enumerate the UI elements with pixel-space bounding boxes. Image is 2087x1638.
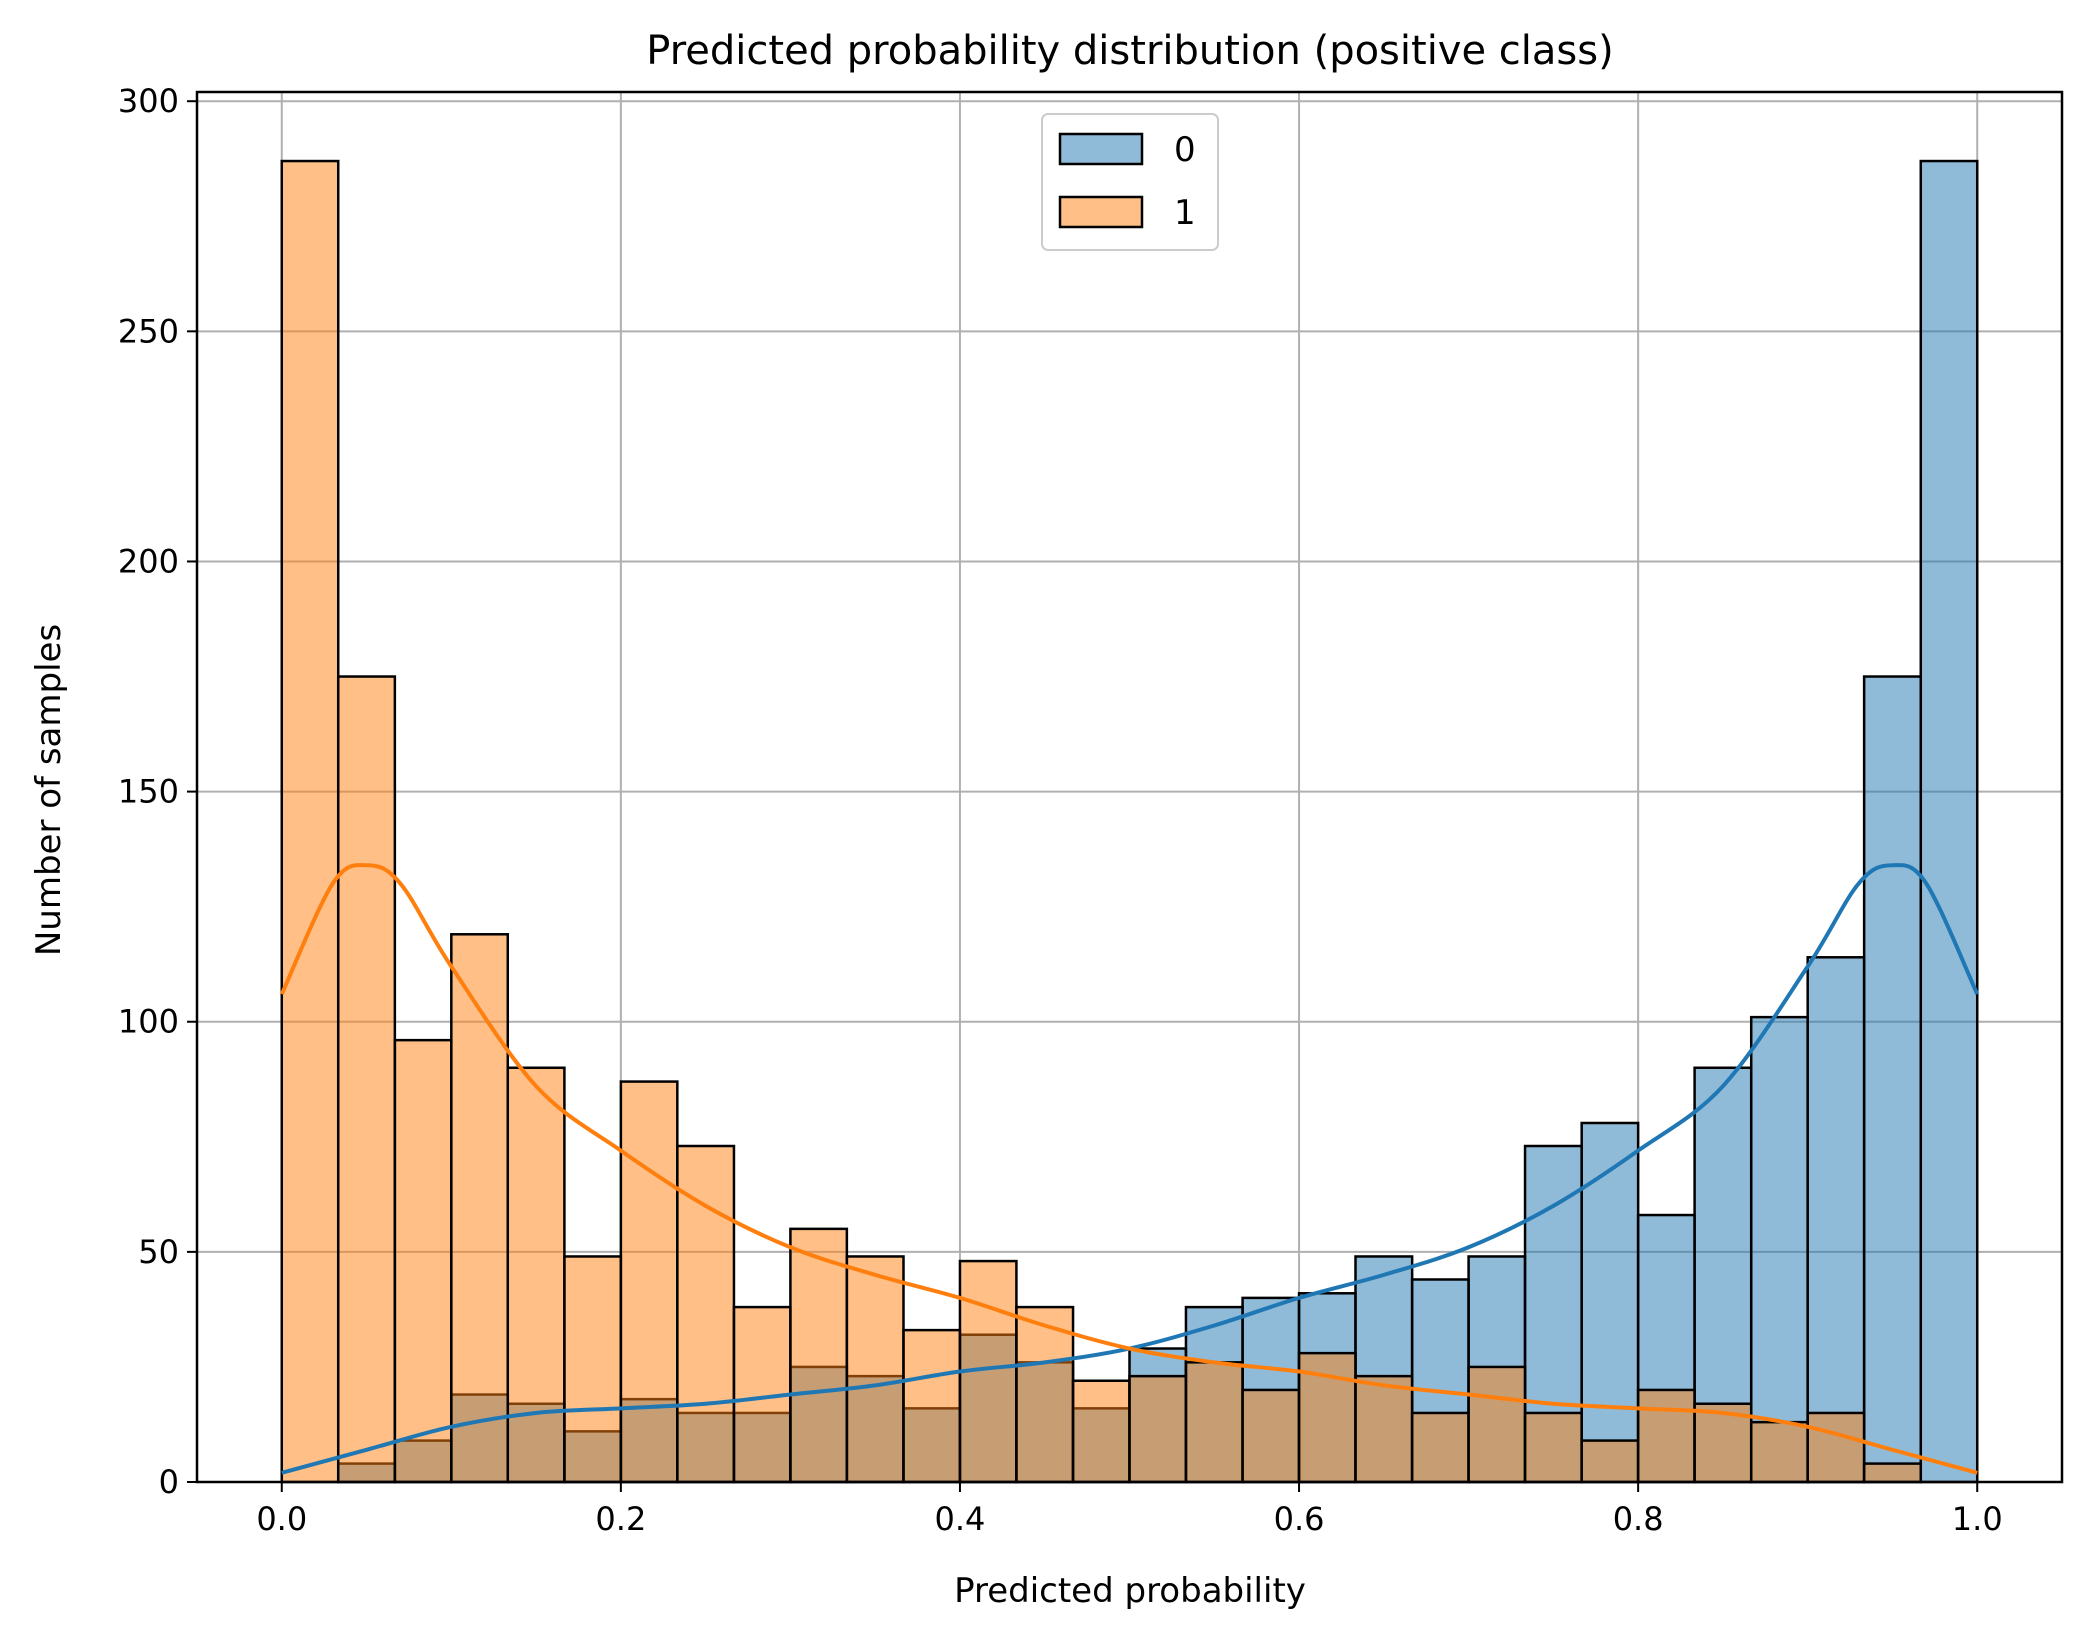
bar-series-1 [1015, 1305, 1075, 1484]
bar-series-1 [1184, 1361, 1244, 1484]
x-tick-label: 0.4 [935, 1500, 986, 1538]
bar-series-0 [1580, 1121, 1640, 1484]
x-tick-label: 0.6 [1274, 1500, 1325, 1538]
y-tick-label: 100 [118, 1003, 179, 1041]
axis-ticks: 0.0 0.2 0.4 0.6 0.8 1.0 0 50 100 150 200 250 300 [118, 82, 2003, 1538]
y-tick-label: 300 [118, 82, 179, 120]
bar-series-1 [336, 675, 397, 1484]
legend-label-0: 0 [1174, 130, 1196, 170]
legend-label-1: 1 [1174, 193, 1196, 233]
bar-series-1 [845, 1255, 905, 1484]
y-tick-label: 200 [118, 542, 179, 580]
legend: 0 1 [1041, 113, 1219, 251]
legend-swatch-1 [1058, 195, 1144, 229]
y-tick-label: 0 [159, 1463, 179, 1501]
bar-series-1 [1410, 1411, 1470, 1484]
x-axis-label: Predicted probability [954, 1571, 1306, 1611]
bar-series-1 [1241, 1388, 1301, 1484]
bar-series-1 [1354, 1374, 1414, 1484]
x-tick-label: 0.2 [595, 1500, 646, 1538]
bar-series-1 [506, 1066, 566, 1484]
bar-series-0 [1749, 1015, 1809, 1484]
bar-series-0 [1806, 956, 1866, 1484]
legend-swatch-0 [1058, 132, 1144, 166]
kde-line-series-0 [281, 863, 1980, 1475]
y-axis-label: Number of samples [29, 624, 69, 956]
bar-series-1 [1749, 1420, 1809, 1484]
kde-line-series-1 [279, 863, 1978, 1475]
plot-frame [195, 90, 2064, 1484]
bar-series-1 [619, 1080, 679, 1484]
bar-series-1 [1467, 1365, 1527, 1484]
bar-series-1 [1806, 1411, 1866, 1484]
y-tick-label: 50 [138, 1233, 179, 1271]
kde-curves [279, 863, 1980, 1475]
bar-series-1 [1580, 1439, 1640, 1484]
chart-title: Predicted probability distribution (posi… [646, 28, 1613, 74]
x-tick-label: 0.8 [1613, 1500, 1664, 1538]
bar-series-1 [1862, 1462, 1923, 1484]
bar-series-0 [1919, 159, 1979, 1484]
bar-series-1 [1523, 1411, 1583, 1484]
bar-series-1 [1071, 1379, 1131, 1484]
bar-series-0 [1862, 675, 1923, 1484]
bar-series-1 [450, 933, 510, 1484]
bar-series-1 [280, 159, 340, 1484]
bar-series-1 [902, 1328, 962, 1484]
y-tick-label: 250 [118, 312, 179, 350]
y-tick-label: 150 [118, 773, 179, 811]
bar-series-1 [1128, 1374, 1188, 1484]
bar-series-1 [393, 1038, 453, 1484]
bar-series-1 [1636, 1388, 1696, 1484]
x-tick-label: 1.0 [1952, 1500, 2003, 1538]
bar-series-1 [789, 1227, 849, 1484]
bar-series-1 [563, 1255, 623, 1484]
x-tick-label: 0.0 [256, 1500, 307, 1538]
bar-series-1 [676, 1144, 736, 1484]
